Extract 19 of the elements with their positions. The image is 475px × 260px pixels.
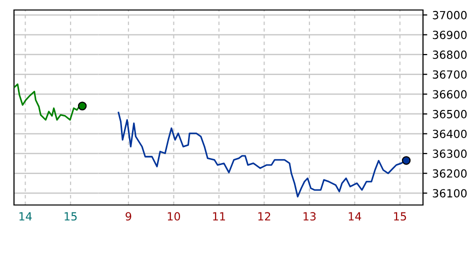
x-tick-label: 14 (348, 212, 362, 220)
y-tick-label: 36500 (432, 110, 467, 118)
y-tick-label: 36800 (432, 50, 467, 59)
y-tick-label: 36600 (432, 90, 467, 99)
x-tick-label: 14 (19, 212, 32, 220)
x-tick-label: 10 (168, 212, 180, 221)
y-tick-label: 36200 (432, 169, 467, 178)
y-tick-label: 36700 (432, 70, 467, 79)
y-tick-label: 36400 (432, 130, 467, 138)
y-tick-label: 37000 (432, 10, 467, 20)
x-tick-label: 12 (258, 212, 270, 220)
y-tick-label: 36300 (432, 150, 467, 158)
y-tick-label: 36100 (432, 189, 467, 198)
x-tick-label: 9 (126, 212, 132, 221)
x-tick-label: 15 (394, 212, 406, 221)
x-tick-label: 13 (304, 212, 316, 221)
x-tick-label: 11 (213, 212, 225, 220)
y-tick-label: 36900 (432, 30, 467, 40)
x-tick-label: 15 (64, 212, 77, 221)
